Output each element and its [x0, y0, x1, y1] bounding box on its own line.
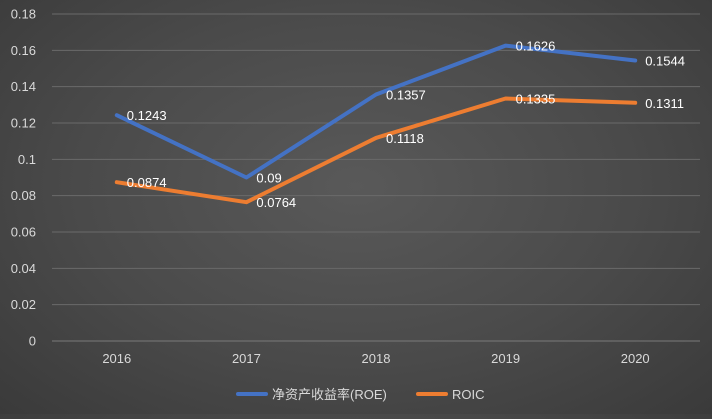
y-axis-ticks: 0 0.02 0.04 0.06 0.08 0.1 0.12 0.14 0.16 0.18 [11, 7, 36, 349]
y-tick-label: 0.16 [11, 43, 36, 58]
data-label: 0.1243 [127, 108, 167, 123]
gridlines [52, 13, 700, 342]
y-tick-label: 0 [29, 334, 36, 349]
x-tick-label: 2020 [621, 351, 650, 366]
x-tick-label: 2016 [102, 351, 131, 366]
y-tick-label: 0.14 [11, 79, 36, 94]
x-tick-label: 2019 [491, 351, 520, 366]
data-label: 0.1357 [386, 87, 426, 102]
data-label: 0.09 [256, 171, 281, 186]
data-label: 0.1626 [516, 39, 556, 54]
y-tick-label: 0.04 [11, 261, 36, 276]
series-lines [114, 43, 638, 205]
series-line-roe [114, 43, 638, 180]
y-tick-label: 0.1 [18, 152, 36, 167]
x-tick-label: 2018 [362, 351, 391, 366]
y-tick-label: 0.06 [11, 225, 36, 240]
data-label: 0.1544 [645, 54, 685, 69]
data-label: 0.1118 [386, 131, 424, 146]
legend-label: 净资产收益率(ROE) [272, 387, 387, 402]
legend: 净资产收益率(ROE) ROIC [236, 387, 485, 402]
y-tick-label: 0.02 [11, 297, 36, 312]
x-axis-ticks: 2016 2017 2018 2019 2020 [102, 351, 649, 366]
y-tick-label: 0.08 [11, 188, 36, 203]
series-line-roic [114, 96, 638, 205]
y-tick-label: 0.12 [11, 116, 36, 131]
data-labels: 0.1243 0.09 0.1357 0.1626 0.1544 0.0874 0.0764… [127, 39, 685, 211]
x-tick-label: 2017 [232, 351, 261, 366]
data-label: 0.1311 [645, 96, 684, 111]
legend-label: ROIC [452, 387, 485, 402]
data-label: 0.0764 [256, 195, 296, 210]
data-label: 0.1335 [516, 91, 556, 106]
data-label: 0.0874 [127, 175, 167, 190]
y-tick-label: 0.18 [11, 7, 36, 22]
